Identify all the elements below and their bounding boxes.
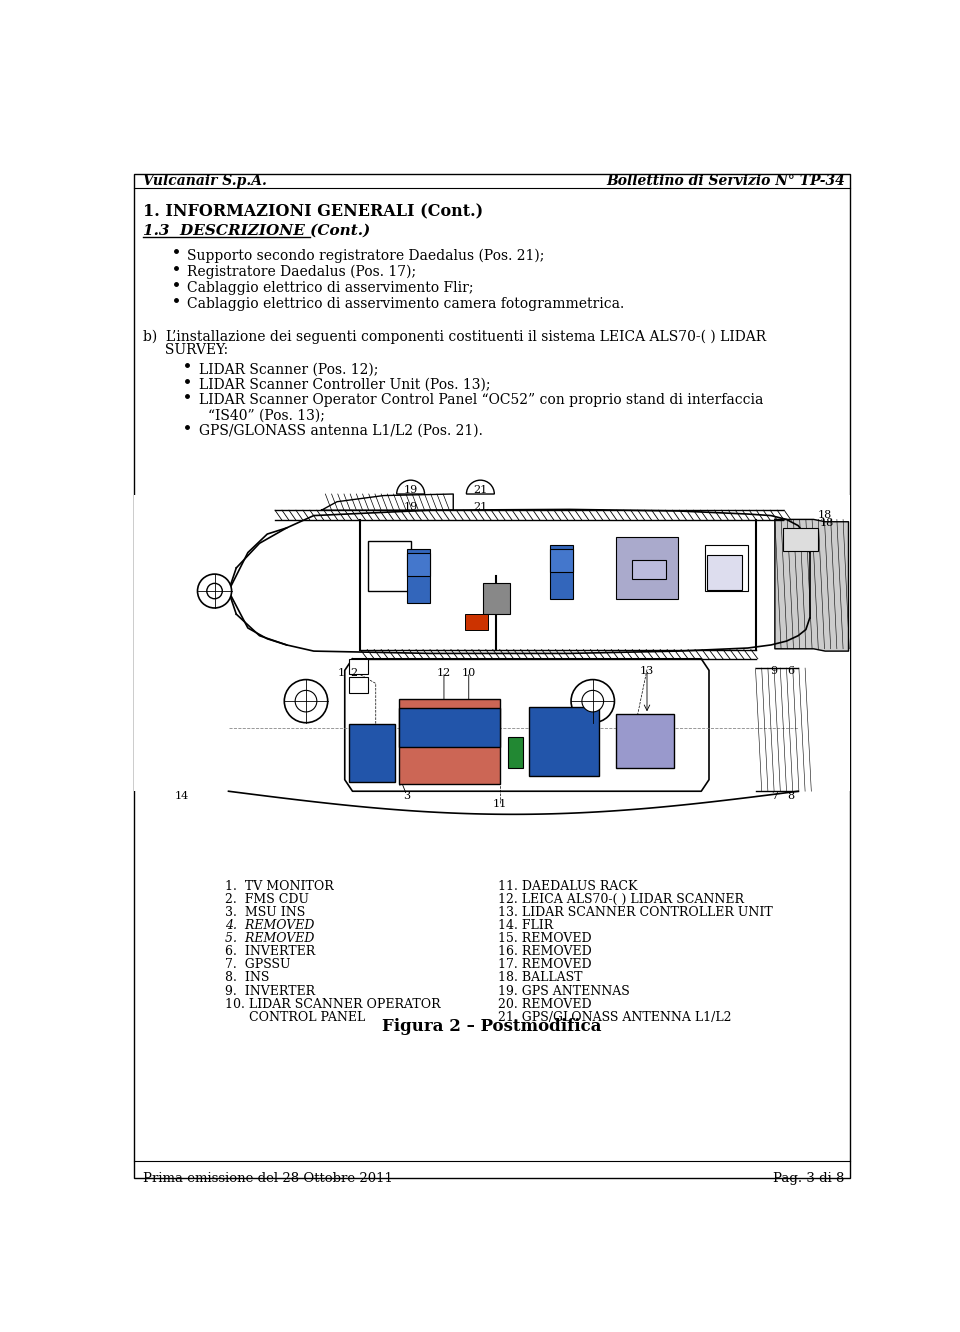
Text: 19: 19 <box>403 502 418 513</box>
Bar <box>348 659 368 674</box>
Text: 1. INFORMAZIONI GENERALI (Cont.): 1. INFORMAZIONI GENERALI (Cont.) <box>143 202 484 220</box>
Text: 10: 10 <box>462 669 476 678</box>
Bar <box>399 709 500 746</box>
Text: 7.  GPSSU: 7. GPSSU <box>225 958 290 971</box>
Text: 2.  FMS CDU: 2. FMS CDU <box>225 892 308 906</box>
Bar <box>399 699 500 783</box>
Text: 21: 21 <box>473 485 488 494</box>
Circle shape <box>198 574 231 607</box>
Circle shape <box>206 583 223 599</box>
Bar <box>348 725 396 782</box>
Text: 3.  MSU INS: 3. MSU INS <box>225 906 305 919</box>
Text: Registratore Daedalus (Pos. 17);: Registratore Daedalus (Pos. 17); <box>187 265 417 278</box>
Bar <box>708 555 742 590</box>
Bar <box>407 549 430 602</box>
Text: 1: 1 <box>338 669 346 678</box>
Text: “IS40” (Pos. 13);: “IS40” (Pos. 13); <box>208 409 325 422</box>
Bar <box>616 714 674 769</box>
Text: Vulcanair S.p.A.: Vulcanair S.p.A. <box>143 173 267 188</box>
Polygon shape <box>345 659 709 791</box>
Text: 1.3  DESCRIZIONE (Cont.): 1.3 DESCRIZIONE (Cont.) <box>143 224 371 237</box>
Bar <box>782 527 818 551</box>
Text: 21. GPS/GLONASS ANTENNA L1/L2: 21. GPS/GLONASS ANTENNA L1/L2 <box>498 1011 732 1024</box>
Text: 12: 12 <box>437 669 451 678</box>
Text: Pag. 3 di 8: Pag. 3 di 8 <box>773 1172 845 1185</box>
Text: 14: 14 <box>175 791 189 802</box>
Text: 18: 18 <box>818 510 831 521</box>
Bar <box>550 549 573 571</box>
Text: 2: 2 <box>350 669 358 678</box>
Text: SURVEY:: SURVEY: <box>143 344 228 357</box>
Text: Figura 2 – Postmodifica: Figura 2 – Postmodifica <box>382 1019 602 1035</box>
Polygon shape <box>322 494 453 510</box>
Text: 7: 7 <box>772 791 779 802</box>
Text: Bollettino di Servizio N° TP-34: Bollettino di Servizio N° TP-34 <box>606 173 845 188</box>
Bar <box>348 677 368 693</box>
Text: 16. REMOVED: 16. REMOVED <box>498 946 592 958</box>
Bar <box>134 494 850 791</box>
Circle shape <box>295 690 317 711</box>
Text: 20. REMOVED: 20. REMOVED <box>498 998 591 1011</box>
Bar <box>529 706 599 775</box>
Text: Cablaggio elettrico di asservimento Flir;: Cablaggio elettrico di asservimento Flir… <box>187 281 474 294</box>
Text: 10. LIDAR SCANNER OPERATOR: 10. LIDAR SCANNER OPERATOR <box>225 998 441 1011</box>
Wedge shape <box>467 480 494 494</box>
Bar <box>632 561 666 579</box>
Bar <box>483 583 510 614</box>
Wedge shape <box>396 480 424 494</box>
Circle shape <box>582 690 604 711</box>
Text: LIDAR Scanner (Pos. 12);: LIDAR Scanner (Pos. 12); <box>199 362 378 377</box>
Bar <box>508 738 523 769</box>
Bar <box>616 537 678 599</box>
Text: LIDAR Scanner Controller Unit (Pos. 13);: LIDAR Scanner Controller Unit (Pos. 13); <box>199 378 491 392</box>
Circle shape <box>571 679 614 723</box>
Text: 8: 8 <box>787 791 794 802</box>
Bar <box>465 614 488 630</box>
Text: 14. FLIR: 14. FLIR <box>498 919 554 932</box>
Text: 1.  TV MONITOR: 1. TV MONITOR <box>225 880 333 892</box>
Text: 19. GPS ANTENNAS: 19. GPS ANTENNAS <box>498 984 630 998</box>
Text: 4.  REMOVED: 4. REMOVED <box>225 919 314 932</box>
Text: 17. REMOVED: 17. REMOVED <box>498 958 591 971</box>
Text: 21: 21 <box>473 502 488 513</box>
Text: LIDAR Scanner Operator Control Panel “OC52” con proprio stand di interfaccia: LIDAR Scanner Operator Control Panel “OC… <box>199 393 763 408</box>
Text: 8.  INS: 8. INS <box>225 971 269 984</box>
Text: 5.  REMOVED: 5. REMOVED <box>225 932 314 946</box>
Bar <box>550 545 573 599</box>
Text: Supporto secondo registratore Daedalus (Pos. 21);: Supporto secondo registratore Daedalus (… <box>187 248 544 262</box>
Text: 6: 6 <box>787 666 794 675</box>
Text: GPS/GLONASS antenna L1/L2 (Pos. 21).: GPS/GLONASS antenna L1/L2 (Pos. 21). <box>199 424 483 438</box>
Polygon shape <box>236 509 809 654</box>
Circle shape <box>284 679 327 723</box>
Bar <box>368 541 411 591</box>
Text: Prima emissione del 28 Ottobre 2011: Prima emissione del 28 Ottobre 2011 <box>143 1172 394 1185</box>
Text: 13: 13 <box>640 666 654 675</box>
Text: Cablaggio elettrico di asservimento camera fotogrammetrica.: Cablaggio elettrico di asservimento came… <box>187 297 625 310</box>
Text: 6.  INVERTER: 6. INVERTER <box>225 946 315 958</box>
Text: 9.  INVERTER: 9. INVERTER <box>225 984 315 998</box>
Bar <box>706 545 748 591</box>
Text: 13. LIDAR SCANNER CONTROLLER UNIT: 13. LIDAR SCANNER CONTROLLER UNIT <box>498 906 773 919</box>
Text: 11: 11 <box>492 799 507 809</box>
Text: 3: 3 <box>403 791 410 802</box>
Text: 12. LEICA ALS70-( ) LIDAR SCANNER: 12. LEICA ALS70-( ) LIDAR SCANNER <box>498 892 744 906</box>
Text: 9: 9 <box>770 666 777 675</box>
Text: 15. REMOVED: 15. REMOVED <box>498 932 591 946</box>
Text: 18. BALLAST: 18. BALLAST <box>498 971 583 984</box>
Polygon shape <box>775 519 849 651</box>
Text: 18: 18 <box>820 518 834 527</box>
Text: CONTROL PANEL: CONTROL PANEL <box>225 1011 365 1024</box>
Text: b)  L’installazione dei seguenti componenti costituenti il sistema LEICA ALS70-(: b) L’installazione dei seguenti componen… <box>143 329 766 344</box>
Text: 11. DAEDALUS RACK: 11. DAEDALUS RACK <box>498 880 637 892</box>
Text: 19: 19 <box>403 485 418 494</box>
Bar <box>407 553 430 575</box>
